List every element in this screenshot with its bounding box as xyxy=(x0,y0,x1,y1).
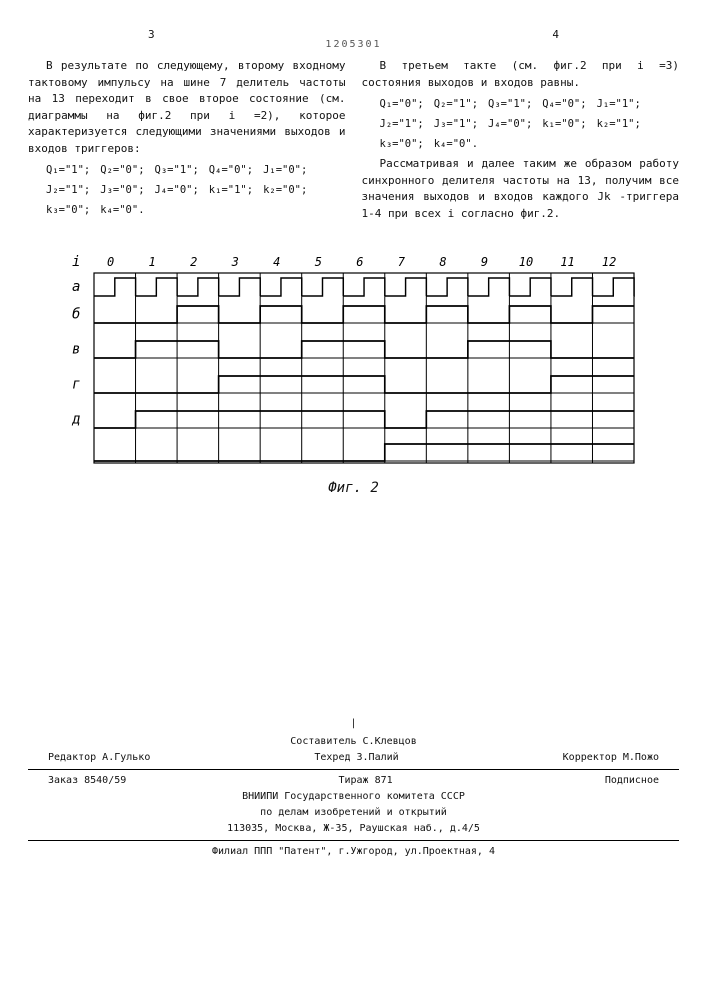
footer-org2: по делам изобретений и открытий xyxy=(28,805,679,821)
value-cell: J₁="0"; xyxy=(263,163,307,179)
value-cell: J₃="1"; xyxy=(434,117,478,133)
value-cell: k₁="0"; xyxy=(542,117,586,133)
value-cell: J₂="1"; xyxy=(380,117,424,133)
svg-text:в: в xyxy=(72,342,80,358)
value-cell: Q₄="0"; xyxy=(542,97,586,113)
footer-order-row: Заказ 8540/59 Тираж 871 Подписное xyxy=(28,773,679,789)
value-cell: Q₃="1"; xyxy=(155,163,199,179)
svg-text:3: 3 xyxy=(230,255,238,269)
left-column: В результате по следующему, второму вход… xyxy=(28,58,346,228)
svg-text:5: 5 xyxy=(314,255,321,269)
value-cell: k₂="1"; xyxy=(597,117,641,133)
figure-2: i0123456789101112aбвгд Фиг. 2 xyxy=(28,248,679,496)
value-cell: k₂="0"; xyxy=(263,183,307,199)
value-cell: J₂="1"; xyxy=(46,183,90,199)
svg-text:i: i xyxy=(72,254,80,270)
svg-text:1: 1 xyxy=(148,255,155,269)
svg-text:9: 9 xyxy=(480,255,487,269)
footer-editor: Редактор А.Гулько xyxy=(48,750,150,766)
value-cell: J₄="0"; xyxy=(155,183,199,199)
value-cell: Q₁="0"; xyxy=(380,97,424,113)
right-column: В третьем такте (см. фиг.2 при i =3) сос… xyxy=(362,58,680,228)
left-values: Q₁="1"; Q₂="0"; Q₃="1"; Q₄="0"; J₁="0"; J₂="1… xyxy=(46,163,346,218)
svg-text:10: 10 xyxy=(518,255,532,269)
footer-compiler: Составитель С.Клевцов xyxy=(28,734,679,750)
footer-tirazh: Тираж 871 xyxy=(338,773,392,789)
value-cell: Q₃="1"; xyxy=(488,97,532,113)
svg-text:4: 4 xyxy=(273,255,280,269)
footer-corr: Корректор М.Пожо xyxy=(563,750,659,766)
right-p1: В третьем такте (см. фиг.2 при i =3) сос… xyxy=(362,58,680,91)
footer-addr1: 113035, Москва, Ж-35, Раушская наб., д.4… xyxy=(28,821,679,837)
value-cell: Q₂="0"; xyxy=(100,163,144,179)
value-cell: J₄="0"; xyxy=(488,117,532,133)
svg-text:6: 6 xyxy=(356,255,363,269)
value-cell: Q₁="1"; xyxy=(46,163,90,179)
value-cell: k₃="0"; xyxy=(380,137,424,153)
value-cell: k₃="0"; xyxy=(46,203,90,219)
svg-text:11: 11 xyxy=(560,255,574,269)
footer-order: Заказ 8540/59 xyxy=(48,773,126,789)
right-p2: Рассматривая и далее таким же образом ра… xyxy=(362,156,680,222)
fig-caption: Фиг. 2 xyxy=(28,480,679,496)
footer-sign: Подписное xyxy=(605,773,659,789)
svg-text:д: д xyxy=(71,412,80,428)
doc-id: 1205301 xyxy=(28,39,679,50)
value-cell: k₄="0". xyxy=(434,137,478,153)
svg-text:7: 7 xyxy=(397,255,405,269)
text-columns: В результате по следующему, второму вход… xyxy=(28,58,679,228)
svg-text:8: 8 xyxy=(439,255,446,269)
footer-org1: ВНИИПИ Государственного комитета СССР xyxy=(28,789,679,805)
footer: | Составитель С.Клевцов Редактор А.Гульк… xyxy=(28,716,679,860)
footer-branch: Филиал ППП "Патент", г.Ужгород, ул.Проек… xyxy=(28,844,679,860)
svg-text:б: б xyxy=(72,307,80,323)
svg-text:г: г xyxy=(72,377,80,393)
left-p1: В результате по следующему, второму вход… xyxy=(28,58,346,157)
page-left: 3 xyxy=(148,28,155,41)
value-cell: J₁="1"; xyxy=(597,97,641,113)
svg-text:2: 2 xyxy=(190,255,197,269)
value-cell: Q₄="0"; xyxy=(209,163,253,179)
footer-tech: Техред З.Палий xyxy=(314,750,398,766)
svg-text:0: 0 xyxy=(106,255,113,269)
value-cell: J₃="0"; xyxy=(100,183,144,199)
value-cell: Q₂="1"; xyxy=(434,97,478,113)
svg-text:12: 12 xyxy=(601,255,615,269)
right-values: Q₁="0"; Q₂="1"; Q₃="1"; Q₄="0"; J₁="1"; J₂="1… xyxy=(380,97,680,152)
svg-text:a: a xyxy=(72,279,80,295)
footer-staff-row: Редактор А.Гулько Техред З.Палий Коррект… xyxy=(28,750,679,766)
value-cell: k₄="0". xyxy=(100,203,144,219)
timing-diagram-svg: i0123456789101112aбвгд xyxy=(54,248,654,473)
value-cell: k₁="1"; xyxy=(209,183,253,199)
page-right: 4 xyxy=(552,28,559,41)
